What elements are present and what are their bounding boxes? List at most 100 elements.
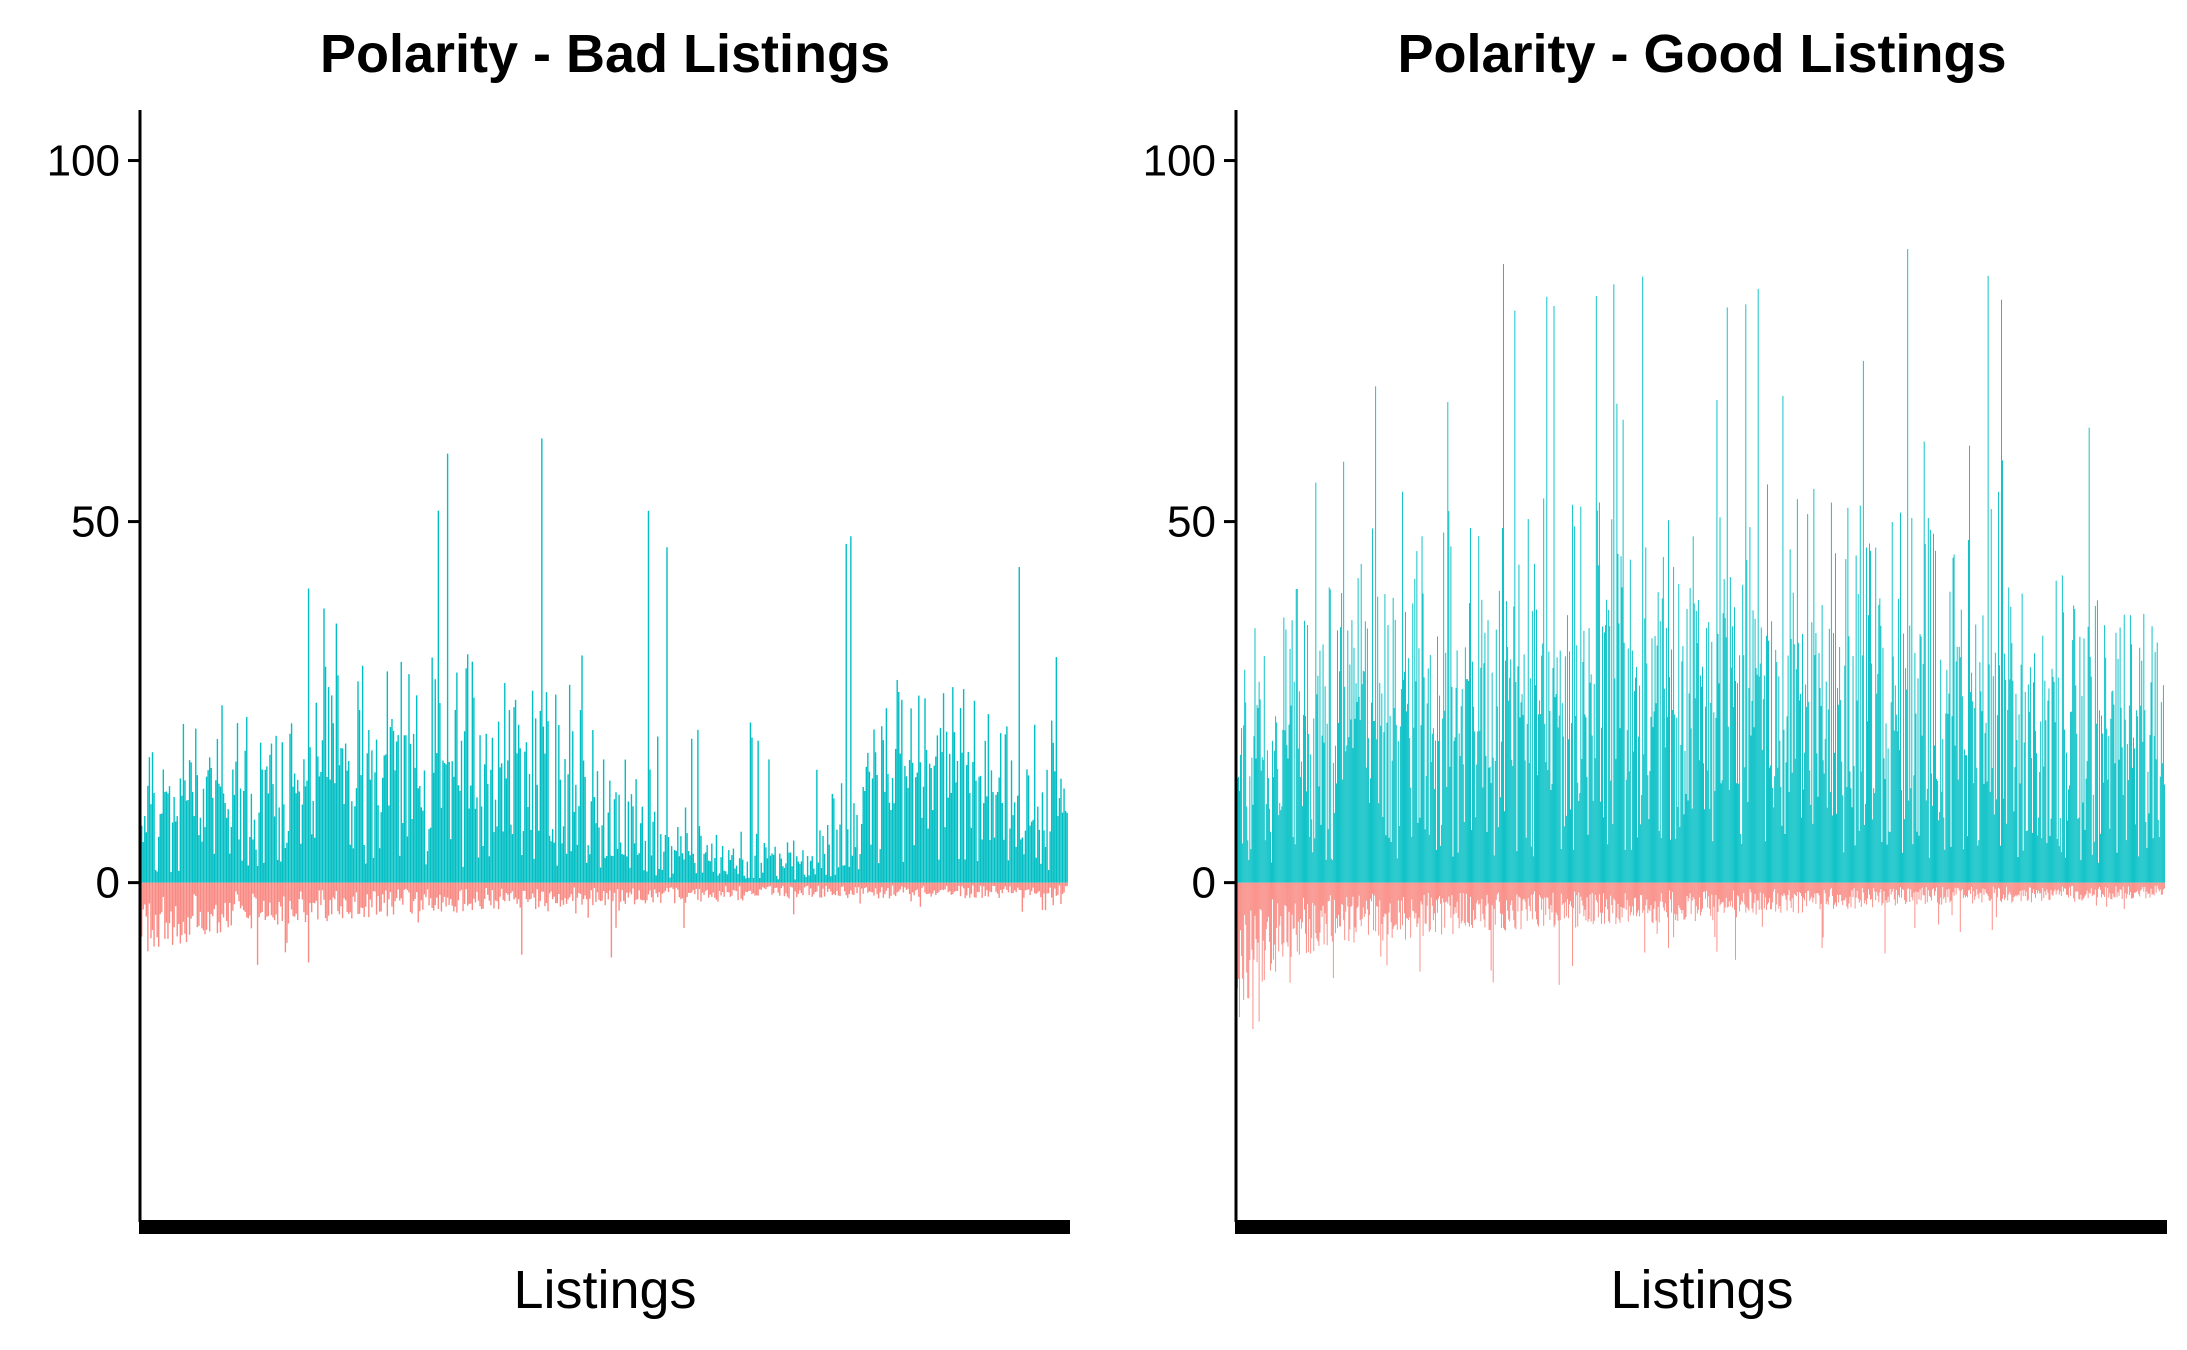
bar-positive [371,750,373,883]
bar-positive [1632,751,1634,883]
bar-negative [1823,882,1825,890]
bar-positive [723,870,725,883]
bar-positive [1512,766,1514,883]
bar-negative [1546,882,1548,898]
bar-positive [2077,818,2079,883]
bar-positive [289,733,291,883]
bar-positive [213,853,216,883]
bar-negative [833,882,835,894]
bar-positive [1606,599,1608,883]
bar-positive [1441,824,1443,883]
bar-positive [729,860,732,883]
bar-positive [1832,633,1834,883]
bar-negative [1616,882,1618,918]
bar-negative [2069,882,2071,888]
bar-negative [1624,882,1626,894]
bar-positive [1356,702,1358,883]
bar-negative [208,882,211,932]
bar-positive [1889,831,1891,883]
bar-positive [1822,760,1824,883]
bar-negative [491,882,494,891]
bar-negative [1556,882,1558,915]
bar-negative [1906,882,1908,903]
bar-negative [1944,882,1946,897]
bar-negative [266,882,268,917]
bar-positive [644,840,647,883]
bar-negative [470,882,472,904]
bar-positive [1566,615,1568,883]
bar-negative [1881,882,1883,906]
bar-negative [2010,882,2012,895]
bar-positive [1665,627,1667,883]
bar-negative [887,882,889,889]
bar-positive [1926,788,1928,883]
bar-negative [1487,882,1489,904]
bar-positive [340,748,342,883]
bar-positive [989,839,991,883]
bar-positive [893,803,895,883]
bar-negative [2066,882,2067,895]
bar-negative [681,882,684,899]
bar-positive [1415,681,1417,883]
bar-positive [2076,733,2078,883]
bar-negative [1479,882,1481,904]
bar-positive [2013,811,2015,883]
bar-negative [1837,882,1839,895]
bar-negative [385,882,387,891]
bar-positive [1263,656,1265,883]
bar-negative [860,882,863,889]
bar-positive [1654,635,1656,883]
bar-positive [225,817,228,883]
bar-negative [864,882,866,889]
bar-negative [1979,882,1981,893]
bar-positive [1395,724,1397,883]
bar-positive [630,794,633,883]
bar-negative [1868,882,1869,890]
bar-negative [581,882,583,905]
bar-positive [1692,536,1694,883]
bar-positive [2157,819,2159,883]
bar-positive [1797,642,1799,883]
bar-positive [1802,634,1803,883]
bar-negative [1736,882,1737,918]
bar-positive [1529,678,1531,883]
bar-positive [382,777,384,883]
bar-positive [187,799,189,883]
bar-positive [694,862,696,883]
bar-positive [1642,276,1644,883]
bar-negative [457,882,460,901]
bar-negative [1283,882,1285,943]
bar-positive [1677,806,1679,883]
bar-negative [395,882,398,899]
bar-negative [324,882,327,919]
bar-negative [772,882,775,894]
bar-negative [1856,882,1858,891]
bar-positive [2133,737,2134,883]
bar-negative [1359,882,1361,920]
bar-positive [1777,767,1779,883]
bar-negative [1653,882,1655,909]
bar-positive [1826,807,1828,883]
bar-positive [961,752,963,883]
bar-positive [1666,716,1668,883]
bar-positive [1370,778,1371,883]
bar-positive [1738,783,1740,883]
bar-negative [1318,882,1320,947]
bar-positive [567,774,569,883]
bar-positive [792,840,795,883]
bar-negative [388,882,390,900]
bar-negative [1552,882,1554,893]
bar-positive [2140,705,2142,883]
bar-negative [1013,882,1016,891]
bar-negative [1411,882,1413,900]
bar-positive [1432,728,1434,883]
bar-positive [1300,761,1302,883]
bar-negative [1010,882,1013,894]
bar-positive [800,861,803,883]
bar-positive [375,739,378,883]
bar-negative [868,882,871,892]
bar-positive [780,858,783,883]
bar-negative [1998,882,2000,889]
bar-positive [1668,520,1669,883]
bar-negative [423,882,426,895]
